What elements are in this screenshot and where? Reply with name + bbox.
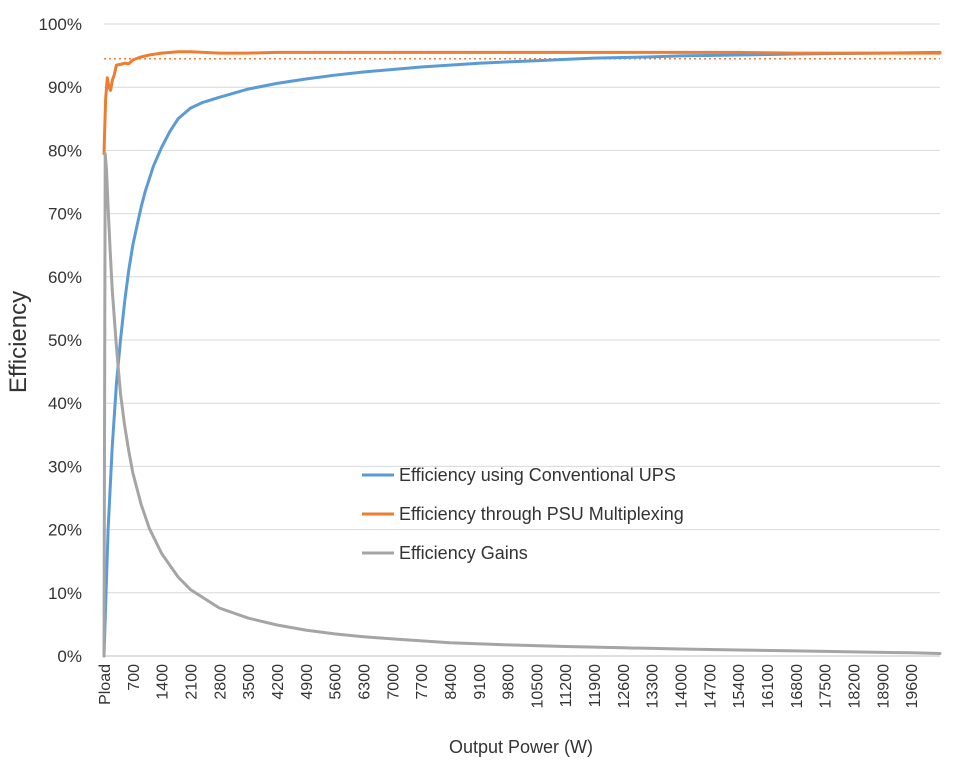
legend-label: Efficiency Gains <box>399 543 528 563</box>
legend-label: Efficiency through PSU Multiplexing <box>399 504 684 524</box>
y-tick-label: 50% <box>48 331 82 350</box>
x-tick-label: 4200 <box>270 664 287 700</box>
x-tick-label: 5600 <box>328 664 345 700</box>
y-tick-label: 80% <box>48 141 82 160</box>
x-tick-label: 2800 <box>212 664 229 700</box>
series-line-efficiency-gains <box>102 152 942 658</box>
y-axis-title: Efficiency <box>5 291 32 393</box>
x-tick-label: 6300 <box>356 664 373 700</box>
x-tick-label: 1400 <box>155 664 172 700</box>
series-line-efficiency-through-psu-multiplexing <box>102 50 942 156</box>
x-tick-label: 18200 <box>847 664 864 709</box>
x-tick-label: 13300 <box>645 664 662 709</box>
x-tick-label: 14700 <box>702 664 719 709</box>
x-tick-label: 11200 <box>558 664 575 707</box>
gridlines <box>104 23 940 657</box>
x-tick-label: 16800 <box>789 664 806 709</box>
x-tick-label: 8400 <box>443 664 460 700</box>
x-tick-label: 14000 <box>674 664 691 709</box>
x-axis-title: Output Power (W) <box>449 737 593 757</box>
x-tick-label: 3500 <box>241 664 258 700</box>
x-tick-label: 9100 <box>472 664 489 700</box>
legend-label: Efficiency using Conventional UPS <box>399 465 676 485</box>
y-tick-label: 90% <box>48 78 82 97</box>
y-tick-label: 0% <box>57 647 82 666</box>
x-tick-label: 700 <box>126 664 143 691</box>
x-tick-label: Pload <box>97 664 114 705</box>
x-tick-label: 17500 <box>818 664 835 709</box>
y-tick-label: 100% <box>39 15 82 34</box>
series-line-efficiency-using-conventional-ups <box>102 50 942 658</box>
x-tick-label: 15400 <box>731 664 748 709</box>
x-tick-label: 19600 <box>904 664 921 709</box>
y-tick-label: 40% <box>48 394 82 413</box>
x-tick-label: 16100 <box>760 664 777 709</box>
x-tick-label: 10500 <box>529 664 546 709</box>
legend: Efficiency using Conventional UPS Efficie… <box>362 465 684 563</box>
x-tick-label: 7700 <box>414 664 431 700</box>
x-tick-label: 4900 <box>299 664 316 700</box>
series-layer <box>102 50 942 658</box>
x-tick-label: 12600 <box>616 664 633 709</box>
x-tick-label: 9800 <box>501 664 518 700</box>
x-tick-label: 7000 <box>385 664 402 700</box>
y-tick-label: 60% <box>48 268 82 287</box>
y-tick-label: 10% <box>48 584 82 603</box>
x-tick-label: 2100 <box>183 664 200 700</box>
y-tick-label: 70% <box>48 205 82 224</box>
x-axis-tick-labels: Pload 700 1400 2100 2800 3500 4200 4900 5600 6300… <box>97 664 921 709</box>
y-tick-label: 20% <box>48 521 82 540</box>
x-tick-label: 18900 <box>875 664 892 709</box>
y-tick-label: 30% <box>48 457 82 476</box>
x-tick-label: 11900 <box>587 664 604 707</box>
y-axis-tick-labels: 0% 10% 20% 30% 40% 50% 60% 70% 80% 90% 100% <box>39 15 82 666</box>
